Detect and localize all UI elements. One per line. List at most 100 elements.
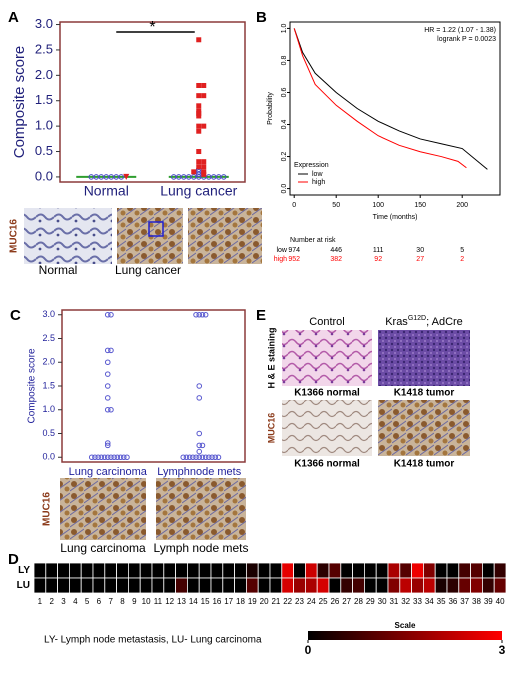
data-point xyxy=(196,149,202,155)
heat-cell xyxy=(493,577,507,594)
column-label: 36 xyxy=(448,597,457,606)
panel-label: E xyxy=(256,307,266,324)
heat-cell xyxy=(458,577,471,594)
data-point xyxy=(196,383,203,389)
data-point xyxy=(111,454,117,461)
column-label: 4 xyxy=(73,597,78,606)
heat-cell xyxy=(293,577,306,594)
y-axis-label: Probability xyxy=(267,92,274,125)
heat-cell xyxy=(222,562,236,579)
heat-cell xyxy=(399,562,412,579)
image-caption: K1418 tumor xyxy=(394,388,455,399)
column-label: 25 xyxy=(319,597,328,606)
data-point xyxy=(196,110,202,116)
data-point xyxy=(95,454,101,461)
risk-row-label: low xyxy=(276,247,287,254)
heat-cell xyxy=(175,562,188,579)
risk-count: 111 xyxy=(373,247,384,254)
heat-cell xyxy=(422,577,436,594)
plot-frame xyxy=(289,21,501,196)
data-point xyxy=(201,93,207,99)
heat-cell xyxy=(57,562,70,579)
heat-cell xyxy=(481,562,495,579)
column-label: 37 xyxy=(460,597,469,606)
panel-label: A xyxy=(8,9,19,26)
data-point xyxy=(196,442,203,449)
heat-cell xyxy=(57,577,70,594)
data-point xyxy=(196,395,203,401)
heat-cell xyxy=(493,562,507,579)
data-point xyxy=(117,454,124,461)
heat-cell xyxy=(363,577,377,594)
risk-count: 2 xyxy=(460,256,464,263)
data-point xyxy=(104,395,111,401)
heat-cell xyxy=(316,577,330,594)
heat-cell xyxy=(198,562,212,579)
data-point xyxy=(108,454,114,461)
risk-count: 382 xyxy=(330,256,342,263)
column-label: 24 xyxy=(307,597,316,606)
y-tick-label: 0.8 xyxy=(281,55,288,65)
data-point xyxy=(191,169,197,175)
column-label: 38 xyxy=(472,597,481,606)
risk-count: 446 xyxy=(330,247,342,254)
column-label: 6 xyxy=(97,597,102,606)
heat-cell xyxy=(116,577,129,594)
column-label: 39 xyxy=(484,597,493,606)
x-axis-label: Time (months) xyxy=(373,214,418,221)
x-tick-label: 200 xyxy=(456,202,468,209)
heat-cell xyxy=(210,562,224,579)
heat-cell xyxy=(363,562,377,579)
risk-count: 952 xyxy=(288,256,300,263)
y-tick-label: 3.0 xyxy=(42,309,55,319)
micrograph xyxy=(282,400,372,456)
data-point xyxy=(196,448,203,455)
data-point xyxy=(196,113,202,119)
micrograph xyxy=(24,208,112,264)
heat-cell xyxy=(45,577,58,594)
data-point xyxy=(196,93,202,99)
panel-label: C xyxy=(10,307,21,324)
heat-cell xyxy=(92,577,106,594)
data-point xyxy=(199,442,206,449)
risk-count: 92 xyxy=(374,256,382,263)
data-point xyxy=(196,430,203,437)
heat-cell xyxy=(304,577,318,594)
panel-labels: A B C D E xyxy=(8,9,267,568)
data-point xyxy=(88,174,95,180)
annotation: * xyxy=(149,19,155,36)
image-caption: Normal xyxy=(39,263,78,277)
column-label: 28 xyxy=(354,597,363,606)
y-tick-label: 0.0 xyxy=(35,168,53,183)
heat-cell xyxy=(281,577,294,594)
data-point xyxy=(201,171,207,177)
heat-cell xyxy=(163,562,177,579)
data-point xyxy=(101,454,108,461)
row-label: H & E staining xyxy=(266,327,276,388)
data-point xyxy=(170,174,177,180)
heat-cell xyxy=(399,577,412,594)
column-label: 13 xyxy=(177,597,186,606)
data-point xyxy=(196,108,202,114)
column-label: 2 xyxy=(49,597,54,606)
micrographs: MUC16 Normal Lung cancer MUC16 Lung carc… xyxy=(9,208,470,555)
caption: LY- Lymph node metastasis, LU- Lung carc… xyxy=(44,635,262,646)
heat-cell xyxy=(458,562,471,579)
data-point xyxy=(196,128,202,134)
heat-cell xyxy=(446,562,460,579)
micrograph xyxy=(378,330,470,386)
heat-cell xyxy=(45,562,58,579)
data-point xyxy=(92,454,98,461)
data-point xyxy=(108,311,114,318)
data-point xyxy=(196,103,202,109)
micrograph xyxy=(60,478,146,540)
micrograph xyxy=(378,400,470,456)
heat-cell xyxy=(470,562,483,579)
heat-cell xyxy=(316,562,330,579)
data-point xyxy=(108,406,114,413)
heat-cell xyxy=(33,577,47,594)
label-part: G12D xyxy=(408,315,426,322)
data-point xyxy=(193,311,199,318)
column-label: 9 xyxy=(132,597,137,606)
stain-label: MUC16 xyxy=(9,219,20,253)
